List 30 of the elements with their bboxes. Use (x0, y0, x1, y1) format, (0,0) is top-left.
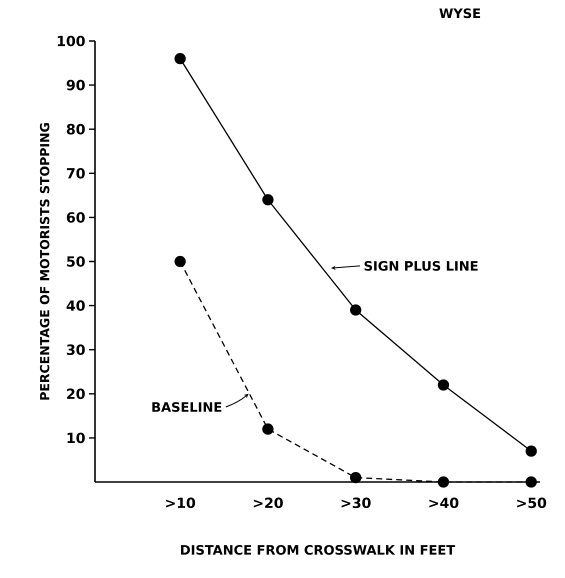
x-axis-title: DISTANCE FROM CROSSWALK IN FEET (181, 544, 456, 555)
point (350, 304, 362, 316)
point (438, 476, 450, 488)
chart-title: WYSE (439, 8, 480, 18)
y-tick-label: 70 (66, 168, 85, 179)
legend-label: SIGN PLUS LINE (364, 260, 478, 271)
y-tick-label: 20 (67, 388, 85, 400)
point (174, 256, 186, 268)
point (174, 52, 186, 64)
x-tick-label: >20 (254, 498, 283, 508)
y-tick-label: 60 (66, 212, 85, 223)
y-tick-label: 100 (58, 36, 85, 46)
x-tick-label: >10 (166, 498, 196, 508)
y-axis-title: PERCENTAGE OF MOTORISTS STOPPING (40, 123, 50, 400)
x-tick-label: >50 (517, 498, 546, 508)
y-tick-label: 40 (66, 300, 85, 311)
y-tick-label: 10 (68, 432, 85, 444)
x-tick-label: >40 (429, 498, 458, 508)
point (526, 476, 537, 488)
y-tick-label: 30 (66, 344, 85, 355)
point (438, 379, 450, 391)
point (262, 194, 274, 206)
x-tick-label: >30 (342, 498, 371, 508)
y-tick-label: 90 (66, 80, 85, 90)
y-tick-label: 80 (66, 124, 85, 134)
point (350, 472, 362, 484)
text: BASELINE (152, 402, 222, 412)
point (262, 423, 274, 435)
y-tick-label: 50 (67, 256, 85, 267)
point (526, 445, 537, 457)
